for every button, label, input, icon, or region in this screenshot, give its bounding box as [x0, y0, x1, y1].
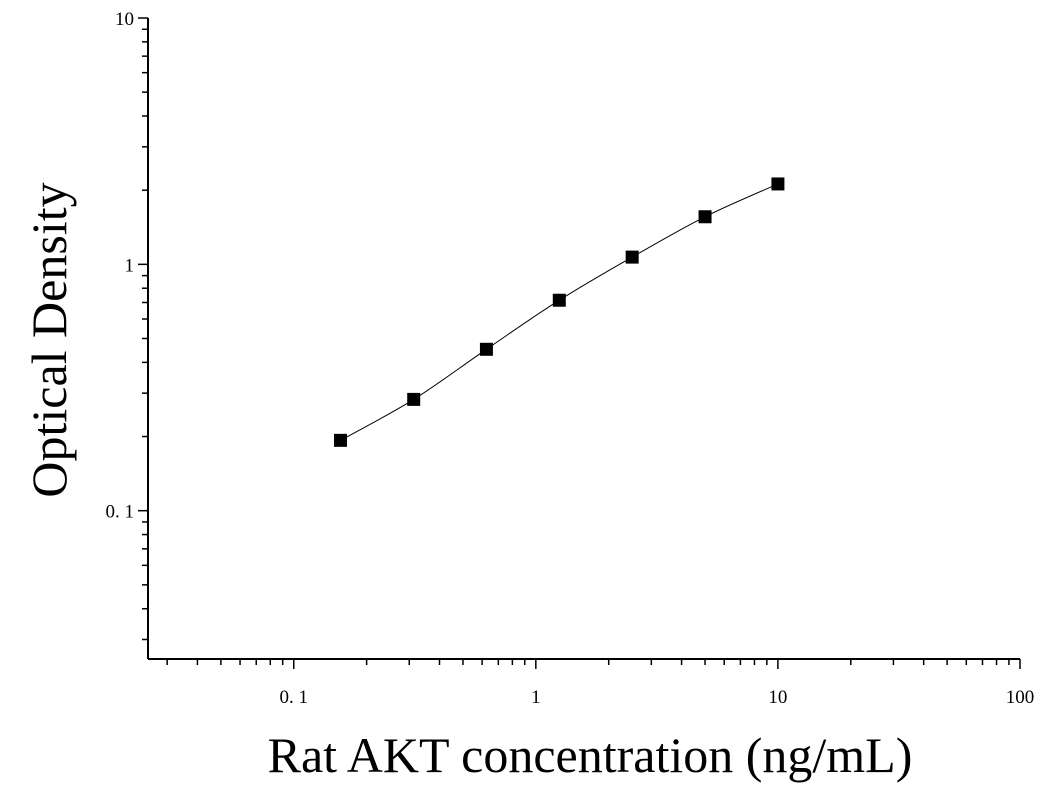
y-tick-label: 10 [115, 9, 134, 30]
data-point [334, 433, 348, 447]
x-tick-label: 100 [1006, 687, 1035, 708]
data-point [698, 210, 712, 224]
x-tick-label: 0. 1 [279, 687, 308, 708]
data-point [771, 177, 785, 191]
fit-curve-layer [340, 183, 779, 441]
x-axis-title: Rat AKT concentration (ng/mL) [268, 727, 913, 783]
data-point [625, 250, 639, 264]
axes: 0. 1 1 10 100 0. 1 1 10 [106, 9, 1035, 708]
x-tick-label: 1 [531, 687, 541, 708]
fit-curve [340, 183, 779, 441]
y-tick-label: 1 [125, 255, 135, 276]
data-point [479, 342, 493, 356]
data-point [407, 392, 421, 406]
x-tick-label: 10 [768, 687, 787, 708]
y-tick-label: 0. 1 [106, 502, 135, 523]
data-point [552, 293, 566, 307]
y-axis-title: Optical Density [21, 182, 77, 497]
data-points-layer [334, 177, 785, 447]
